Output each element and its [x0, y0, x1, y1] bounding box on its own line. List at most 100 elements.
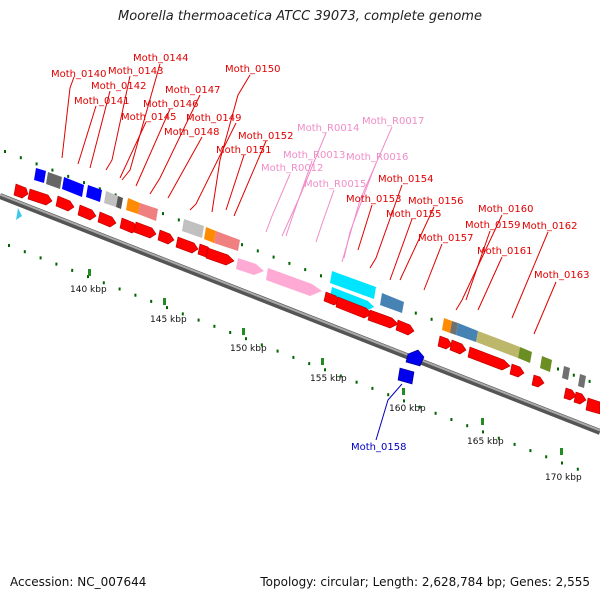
label-moth-0151[interactable]: Moth_0151 — [216, 145, 271, 156]
label-moth-r0017[interactable]: Moth_R0017 — [362, 116, 424, 127]
cds-arrow[interactable] — [585, 397, 600, 415]
label-moth-0148[interactable]: Moth_0148 — [164, 127, 219, 138]
tick-dot — [430, 317, 433, 321]
label-moth-0162[interactable]: Moth_0162 — [522, 221, 577, 232]
cds-arrow[interactable] — [335, 296, 373, 319]
genome-backbone — [0, 193, 600, 435]
label-moth-0140[interactable]: Moth_0140 — [51, 69, 106, 80]
cds-arrow[interactable] — [77, 204, 97, 221]
cds-arrow[interactable] — [449, 339, 467, 355]
rrna-feature[interactable] — [236, 258, 264, 275]
cds-arrow[interactable] — [573, 391, 587, 405]
cds-arrow[interactable] — [55, 195, 75, 212]
tick-dot — [272, 255, 275, 259]
label-moth-r0016[interactable]: Moth_R0016 — [346, 152, 408, 163]
leader-moth-0158 — [375, 383, 403, 441]
leader-moth-0144 — [121, 63, 161, 181]
label-moth-0146[interactable]: Moth_0146 — [143, 99, 198, 110]
cog-feature-light[interactable] — [104, 191, 118, 207]
leader-moth-0161 — [477, 256, 503, 311]
cds-arrow[interactable] — [395, 319, 415, 336]
leader-moth-0156 — [399, 206, 435, 281]
cds-arrow[interactable] — [175, 236, 199, 254]
tick-dot — [134, 293, 137, 297]
label-moth-0154[interactable]: Moth_0154 — [378, 174, 433, 185]
label-moth-0145[interactable]: Moth_0145 — [121, 112, 176, 123]
label-moth-0147[interactable]: Moth_0147 — [165, 85, 220, 96]
reverse-feature-cyan[interactable] — [16, 208, 22, 220]
cog-feature-olive[interactable] — [540, 356, 552, 372]
label-moth-0144[interactable]: Moth_0144 — [133, 53, 188, 64]
cog-feature-orange[interactable] — [442, 318, 452, 333]
cog-feature-steel[interactable] — [456, 323, 478, 342]
cog-feature-gray[interactable] — [116, 196, 123, 209]
leader-moth-0146 — [135, 108, 171, 187]
reverse-feature-blue[interactable] — [405, 349, 425, 367]
cog-feature-salmon[interactable] — [214, 231, 240, 251]
cds-arrow[interactable] — [367, 309, 399, 329]
cog-feature-gray[interactable] — [578, 374, 586, 388]
label-moth-0142[interactable]: Moth_0142 — [91, 81, 146, 92]
cog-feature-salmon[interactable] — [138, 203, 158, 221]
cds-arrow[interactable] — [437, 335, 453, 350]
label-moth-r0013[interactable]: Moth_R0013 — [283, 150, 345, 161]
cog-feature-orange[interactable] — [126, 198, 140, 214]
tick-dot — [19, 156, 22, 160]
tick-dot — [256, 249, 259, 253]
label-moth-r0012[interactable]: Moth_R0012 — [261, 163, 323, 174]
cds-arrow[interactable] — [27, 188, 53, 206]
scale-label-160: 160 kbp — [389, 404, 426, 414]
label-moth-0160[interactable]: Moth_0160 — [478, 204, 533, 215]
cds-arrow[interactable] — [467, 346, 511, 371]
label-moth-0141[interactable]: Moth_0141 — [74, 96, 129, 107]
tick-dot — [67, 174, 70, 178]
label-moth-r0015[interactable]: Moth_R0015 — [304, 179, 366, 190]
label-moth-0155[interactable]: Moth_0155 — [386, 209, 441, 220]
reverse-feature-blue[interactable] — [397, 367, 415, 385]
label-moth-0163[interactable]: Moth_0163 — [534, 270, 589, 281]
cog-feature-gray[interactable] — [450, 321, 458, 335]
cog-feature-blue[interactable] — [34, 168, 46, 183]
cds-arrow[interactable] — [157, 229, 175, 245]
leader-moth-0151 — [225, 154, 245, 211]
tick-dot — [245, 337, 247, 341]
label-moth-0159[interactable]: Moth_0159 — [465, 220, 520, 231]
cds-arrow[interactable] — [563, 387, 577, 401]
cds-arrow[interactable] — [205, 247, 235, 266]
cog-feature-gray[interactable] — [46, 172, 62, 189]
cds-arrow[interactable] — [97, 211, 117, 228]
cog-feature-orange[interactable] — [204, 227, 216, 243]
label-moth-0152[interactable]: Moth_0152 — [238, 131, 293, 142]
scale-label-170: 170 kbp — [545, 473, 582, 483]
label-moth-0158[interactable]: Moth_0158 — [351, 442, 406, 453]
label-moth-r0014[interactable]: Moth_R0014 — [297, 123, 359, 134]
trna-feature-cyan[interactable] — [330, 271, 376, 299]
label-moth-0156[interactable]: Moth_0156 — [408, 196, 463, 207]
cog-feature-blue[interactable] — [86, 185, 102, 202]
tick-dot — [308, 362, 311, 366]
cds-arrow[interactable] — [509, 363, 525, 378]
cog-feature-khaki[interactable] — [476, 331, 520, 358]
label-moth-0150[interactable]: Moth_0150 — [225, 64, 280, 75]
cds-arrow[interactable] — [531, 374, 545, 388]
scale-tick — [481, 418, 484, 425]
cog-feature-gray[interactable] — [562, 366, 570, 380]
tick-dot — [166, 306, 168, 310]
cog-feature-steel[interactable] — [380, 293, 404, 313]
rrna-feature[interactable] — [266, 268, 322, 296]
cds-arrow[interactable] — [133, 221, 157, 239]
scale-ticks — [88, 269, 563, 455]
label-moth-0161[interactable]: Moth_0161 — [477, 246, 532, 257]
label-moth-0157[interactable]: Moth_0157 — [418, 233, 473, 244]
trna-feature-cyan[interactable] — [330, 287, 374, 311]
cog-feature-blue[interactable] — [62, 177, 84, 197]
label-moth-0143[interactable]: Moth_0143 — [108, 66, 163, 77]
cog-feature-olive[interactable] — [518, 347, 532, 363]
tick-dot — [561, 461, 563, 465]
cog-feature-light[interactable] — [182, 219, 204, 238]
label-moth-0149[interactable]: Moth_0149 — [186, 113, 241, 124]
label-moth-0153[interactable]: Moth_0153 — [346, 194, 401, 205]
tick-dot — [102, 281, 105, 285]
tick-dot — [35, 162, 38, 166]
cds-arrow[interactable] — [13, 183, 29, 199]
